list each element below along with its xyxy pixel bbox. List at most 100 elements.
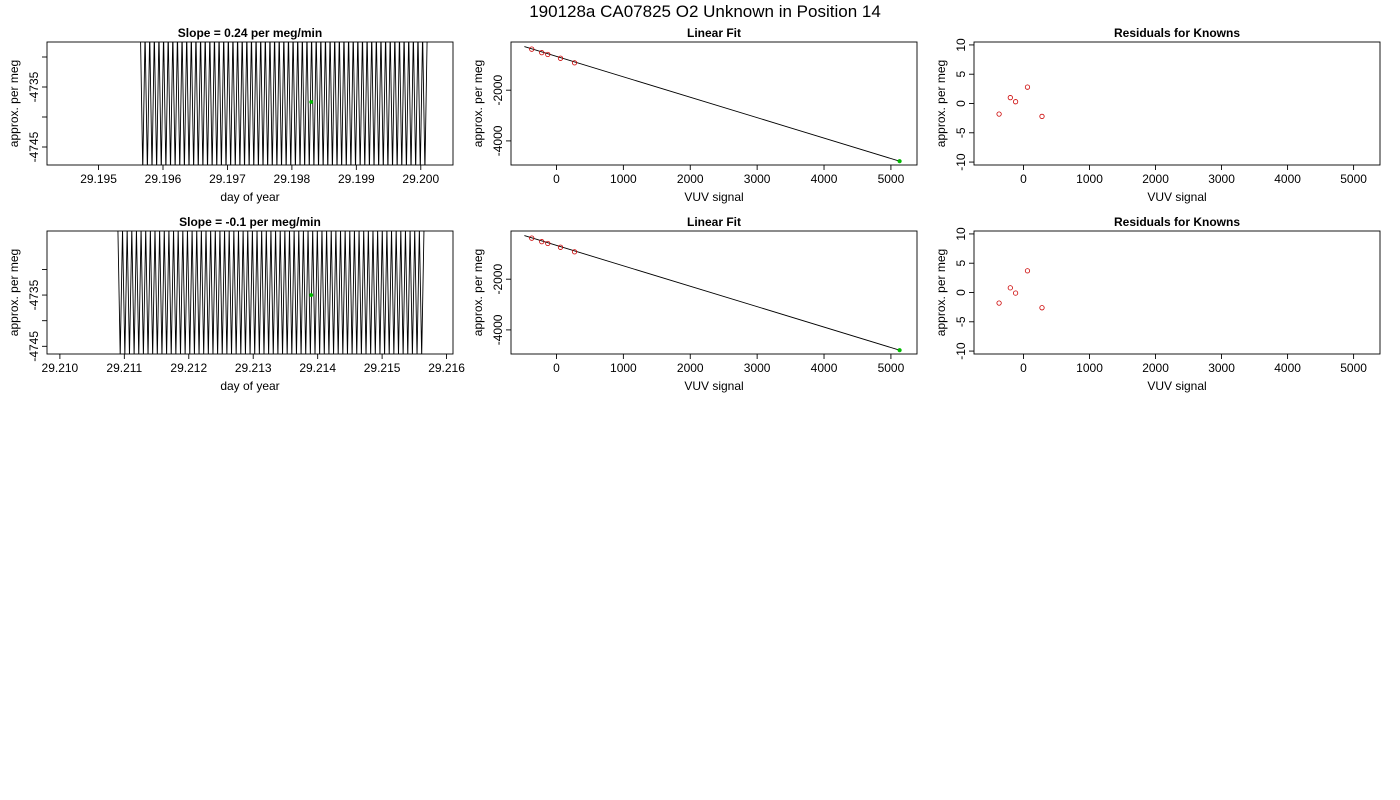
x-tick-label-1: 29.196	[145, 172, 182, 186]
panel-title: Linear Fit	[687, 26, 741, 40]
y-tick-label-4: 10	[954, 227, 968, 241]
x-axis-label: VUV signal	[684, 379, 743, 393]
x-tick-label-5: 5000	[878, 172, 905, 186]
known-point-2	[1012, 290, 1019, 296]
x-tick-label-4: 4000	[1274, 361, 1301, 375]
known-point-0	[996, 111, 1002, 117]
plot-frame	[510, 230, 918, 355]
panel-fit1: Linear Fit 0 1000 2000 3000 4000 5000 -4000 -200…	[471, 26, 918, 204]
x-tick-label-3: 29.198	[274, 172, 311, 186]
y-tick-label-3: 5	[954, 71, 968, 78]
panels-container: Slope = 0.24 per meg/min 29.195 29.196 29.1…	[7, 26, 1381, 393]
panel-title: Residuals for Knowns	[1114, 215, 1240, 229]
known-point-0	[996, 300, 1002, 306]
x-tick-label-4: 4000	[811, 172, 838, 186]
x-tick-label-1: 29.211	[106, 361, 142, 375]
known-point-4	[571, 249, 578, 255]
x-tick-label-2: 29.212	[170, 361, 207, 375]
known-point-3	[557, 244, 564, 250]
y-tick-label-2: 0	[954, 289, 968, 296]
known-point-3	[557, 55, 564, 61]
y-tick-label-0: -4000	[491, 314, 505, 345]
known-point-3	[1024, 268, 1031, 274]
known-point-4	[1039, 113, 1045, 119]
known-point-2	[545, 51, 551, 58]
panel-title: Residuals for Knowns	[1114, 26, 1240, 40]
x-axis-label: day of year	[220, 379, 279, 393]
y-tick-label-1: -2000	[491, 264, 505, 295]
x-tick-label-4: 4000	[1274, 172, 1301, 186]
known-point-1	[1007, 95, 1013, 101]
plot-area	[996, 268, 1045, 311]
x-axis-label: VUV signal	[1147, 190, 1206, 204]
plot-frame	[46, 41, 454, 166]
x-tick-label-1: 1000	[610, 361, 637, 375]
x-tick-label-0: 0	[1020, 172, 1027, 186]
y-axis-label: approx. per meg	[471, 60, 485, 147]
plot-frame	[46, 230, 454, 355]
fit-line	[524, 46, 900, 162]
panel-trace1: Slope = 0.24 per meg/min 29.195 29.196 29.1…	[7, 26, 454, 204]
x-tick-label-3: 3000	[744, 172, 771, 186]
plot-frame	[510, 41, 918, 166]
x-axis-label: VUV signal	[684, 190, 743, 204]
x-tick-label-0: 0	[1020, 361, 1027, 375]
y-axis-label: approx. per meg	[471, 249, 485, 336]
unknown-point	[897, 348, 902, 353]
y-tick-label-0: -10	[954, 342, 968, 360]
unknown-marker	[309, 100, 314, 104]
x-tick-label-3: 29.213	[235, 361, 272, 375]
trace-line-0	[117, 231, 425, 354]
x-tick-label-0: 0	[553, 172, 560, 186]
x-tick-label-4: 29.199	[338, 172, 375, 186]
known-point-0	[529, 235, 535, 241]
plot-frame	[973, 230, 1381, 355]
y-tick-label-1: -5	[954, 316, 968, 327]
x-axis-label: day of year	[220, 190, 279, 204]
panel-title: Slope = 0.24 per meg/min	[178, 26, 322, 40]
x-tick-label-0: 29.210	[42, 361, 79, 375]
plot-area	[140, 42, 428, 165]
plot-frame	[973, 41, 1381, 166]
plot-area	[524, 46, 902, 164]
plot-area	[524, 235, 902, 353]
panel-res1: Residuals for Knowns 0 1000 2000 3000 4000 500…	[934, 26, 1381, 204]
x-tick-label-2: 29.197	[209, 172, 246, 186]
known-point-2	[1012, 99, 1019, 105]
y-tick-label-0: -4745	[27, 131, 41, 162]
x-tick-label-1: 1000	[1076, 361, 1103, 375]
y-tick-label-2: -4735	[27, 279, 41, 310]
fit-line	[524, 235, 900, 351]
x-tick-label-2: 2000	[677, 361, 704, 375]
y-tick-label-0: -10	[954, 153, 968, 171]
y-tick-label-4: 10	[954, 38, 968, 52]
panel-title: Slope = -0.1 per meg/min	[179, 215, 321, 229]
x-tick-label-3: 3000	[744, 361, 771, 375]
y-tick-label-2: -4735	[27, 71, 41, 102]
unknown-point	[897, 159, 902, 164]
x-tick-label-0: 29.195	[80, 172, 117, 186]
x-axis-label: VUV signal	[1147, 379, 1206, 393]
y-tick-label-1: -5	[954, 127, 968, 138]
plot-area	[996, 84, 1045, 119]
plot-area	[117, 231, 425, 354]
x-tick-label-6: 29.216	[428, 361, 465, 375]
y-axis-label: approx. per meg	[7, 60, 21, 147]
y-axis-label: approx. per meg	[934, 60, 948, 147]
x-tick-label-2: 2000	[1142, 361, 1169, 375]
x-tick-label-3: 3000	[1208, 172, 1235, 186]
y-axis-label: approx. per meg	[7, 249, 21, 336]
y-tick-label-2: 0	[954, 100, 968, 107]
known-point-2	[545, 240, 551, 247]
known-point-0	[529, 46, 535, 52]
x-tick-label-5: 5000	[1340, 361, 1367, 375]
known-point-1	[539, 239, 545, 245]
x-tick-label-5: 5000	[878, 361, 905, 375]
known-point-1	[539, 50, 545, 56]
x-tick-label-2: 2000	[1142, 172, 1169, 186]
panel-res2: Residuals for Knowns 0 1000 2000 3000 4000 500…	[934, 215, 1381, 393]
figure-title: 190128a CA07825 O2 Unknown in Position 1…	[529, 2, 881, 21]
trace-line-0	[140, 42, 428, 165]
panel-fit2: Linear Fit 0 1000 2000 3000 4000 5000 -4000 -200…	[471, 215, 918, 393]
